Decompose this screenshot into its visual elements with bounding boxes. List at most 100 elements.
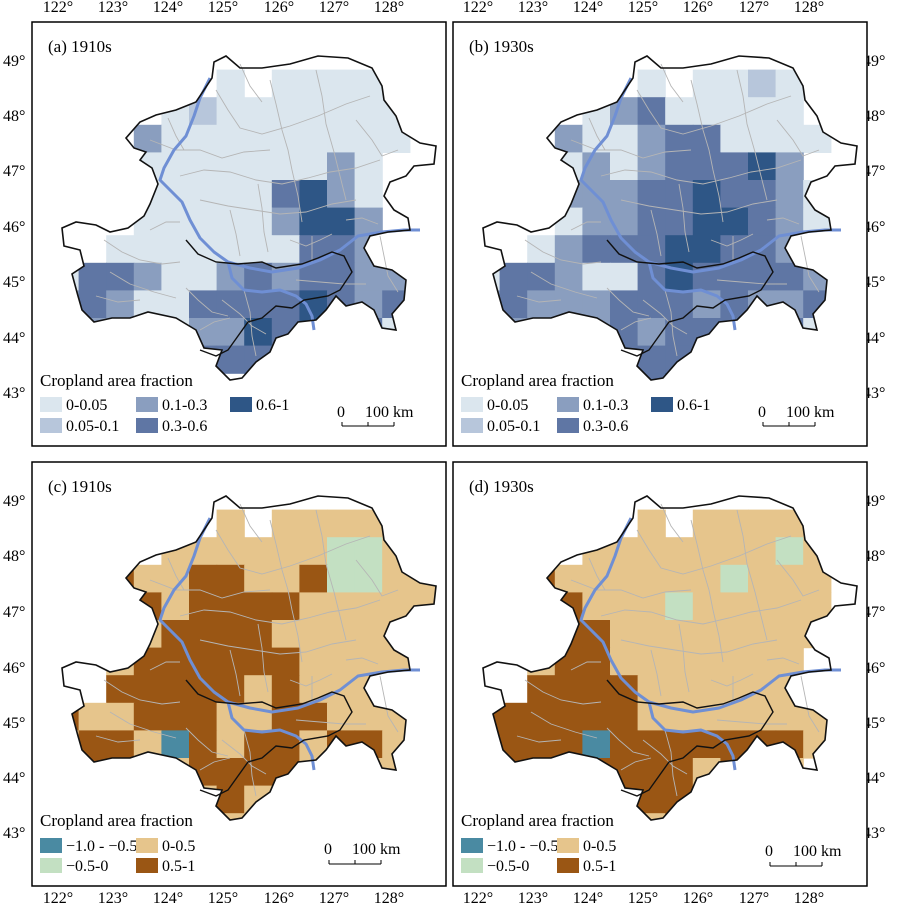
grid-cell [354,180,383,209]
grid-cell [189,647,218,676]
scale-bar: 0 100 km [337,404,414,427]
county-line [239,63,263,103]
county-line [570,139,692,159]
county-line [716,719,787,725]
grid-cell [189,124,218,153]
county-line [710,233,754,247]
grid-cell [133,235,162,264]
grid-cell [216,675,245,704]
legend-swatch [40,418,62,433]
grid-cell [244,564,273,593]
grid-cell [216,180,245,209]
county-line [379,675,399,733]
grid-cell [637,564,666,593]
grid-cell [637,69,666,98]
grid-cell [299,564,328,593]
grid-cell [665,152,694,181]
grid-cell [327,564,356,593]
cropland-grid [62,69,411,380]
grid-cell [271,152,300,181]
grid-cell [720,702,749,731]
grid-cell [692,592,721,621]
scale-line [762,422,816,427]
grid-cell [327,207,356,236]
panel-c: (c) 1910s Cropland area fraction −1.0 - … [31,461,447,887]
county-line [620,317,652,331]
lon-label: 127° [319,890,349,907]
grid-cell [244,124,273,153]
province-outline [61,495,437,821]
grid-cell [271,97,300,126]
county-line [199,757,231,771]
bottom-lon-labels: 122° 123° 124° 125° 126° 127° 128° 122° … [43,890,824,907]
county-line [776,559,820,597]
grid-cell [244,290,273,319]
grid-cell [78,262,107,291]
county-line [229,209,241,257]
legend-label: 0.1-0.3 [162,397,207,414]
grid-cell [327,152,356,181]
county-line [355,559,399,597]
legend-label: 0.5-1 [583,858,616,875]
grid-cell [271,675,300,704]
grid-cell [610,152,639,181]
county-line [766,217,800,225]
lon-label: 127° [739,0,769,16]
grid-cell [354,647,383,676]
grid-cell [720,509,749,538]
grid-cell [775,564,804,593]
grid-cell [610,647,639,676]
county-line [167,117,185,151]
county-line [149,579,271,599]
grid-cell [637,620,666,649]
grid-cell [271,124,300,153]
lat-label: 49° [3,493,25,510]
legend-swatch [557,418,579,433]
grid-cell [161,290,190,319]
lon-label: 123° [98,890,128,907]
county-line [736,509,768,641]
county-line [588,117,606,151]
panel-b: (b) 1930s Cropland area fraction 0-0.05 0… [452,21,868,447]
grid-cell [354,97,383,126]
inner-boundary [185,679,353,797]
county-line [570,579,692,599]
right-lat-labels: 49° 48° 47° 46° 45° 44° 43° 49° 48° 47° … [863,53,885,842]
grid-cell [354,124,383,153]
lat-label: 47° [863,163,885,180]
lat-label: 44° [3,330,25,347]
panel-label: (c) 1910s [48,477,112,496]
legend-label: 0.6-1 [677,397,710,414]
grid-cell [527,235,556,264]
grid-cell [720,620,749,649]
grid-cell [775,537,804,566]
legend-label: 0.05-0.1 [66,418,119,435]
county-line [229,649,241,697]
grid-cell [78,702,107,731]
county-line [620,199,778,215]
legend-swatch [557,838,579,853]
lon-label: 125° [628,890,658,907]
county-line [257,183,269,253]
grid-cell [244,592,273,621]
lon-label: 126° [264,0,294,16]
grid-cell [775,592,804,621]
grid-cell [354,537,383,566]
county-line [179,599,381,625]
grid-cell [189,207,218,236]
grid-cell [692,537,721,566]
lat-label: 44° [863,330,885,347]
lon-label: 124° [573,0,603,16]
grid-cell [748,124,777,153]
county-line [776,119,820,157]
grid-cell [637,97,666,126]
grid-cell [299,152,328,181]
legend: Cropland area fraction −1.0 - −0.5 0-0.5 −… [461,811,616,875]
county-line [215,529,371,575]
grid-cell [299,702,328,731]
lon-label: 128° [794,0,824,16]
county-line [315,69,347,201]
legend-swatch [651,397,673,412]
legend-label: 0.3-0.6 [162,418,207,435]
county-line [766,657,800,665]
